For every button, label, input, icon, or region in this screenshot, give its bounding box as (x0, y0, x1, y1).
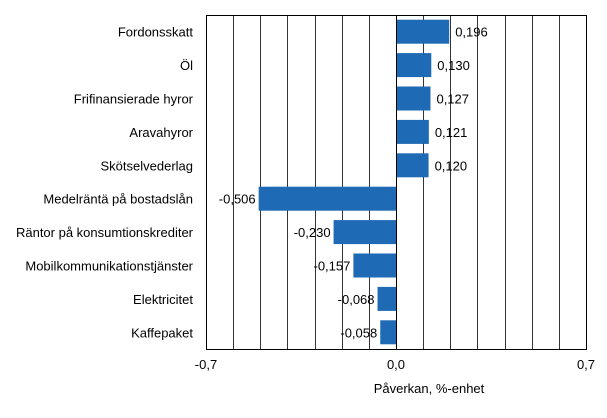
bar (396, 153, 429, 178)
bar (380, 320, 396, 345)
category-labels: Fordonsskatt Öl Frifinansierade hyror Arava… (16, 25, 194, 341)
data-label: -0,230 (294, 225, 331, 240)
category-label: Kaffepaket (131, 325, 193, 340)
bar (396, 119, 429, 144)
category-label: Skötselvederlag (101, 158, 194, 173)
data-label: -0,506 (219, 192, 256, 207)
category-label: Medelräntä på bostadslån (43, 192, 193, 207)
grid-lines (233, 15, 560, 349)
bar (396, 86, 431, 111)
data-label: 0,130 (437, 58, 470, 73)
data-label: 0,127 (436, 92, 469, 107)
value-labels: 0,196 0,130 0,127 0,121 0,120 -0,506 -0,230 -0,… (219, 25, 488, 341)
bars (258, 19, 450, 345)
bar (377, 286, 396, 311)
data-label: -0,157 (314, 259, 351, 274)
category-label: Elektricitet (133, 292, 193, 307)
x-tick-label: -0,7 (195, 357, 217, 372)
bar (258, 186, 396, 211)
data-label: -0,068 (338, 292, 375, 307)
data-label: 0,120 (435, 158, 468, 173)
bar (396, 19, 450, 44)
category-label: Mobilkommunikationstjänster (25, 259, 193, 274)
data-label: -0,058 (340, 325, 377, 340)
data-label: 0,121 (435, 125, 468, 140)
x-tick-label: 0,7 (577, 357, 595, 372)
category-label: Fordonsskatt (118, 25, 194, 40)
category-label: Räntor på konsumtionskrediter (16, 225, 194, 240)
x-axis-title: Påverkan, %-enhet (374, 381, 485, 396)
bar (353, 253, 396, 278)
category-label: Aravahyror (129, 125, 193, 140)
data-label: 0,196 (455, 25, 488, 40)
bar (396, 53, 432, 78)
x-tick-label: 0,0 (387, 357, 405, 372)
x-tick-labels: -0,7 0,0 0,7 (195, 357, 595, 372)
category-label: Frifinansierade hyror (74, 92, 194, 107)
category-label: Öl (180, 58, 193, 73)
bar (333, 220, 396, 245)
